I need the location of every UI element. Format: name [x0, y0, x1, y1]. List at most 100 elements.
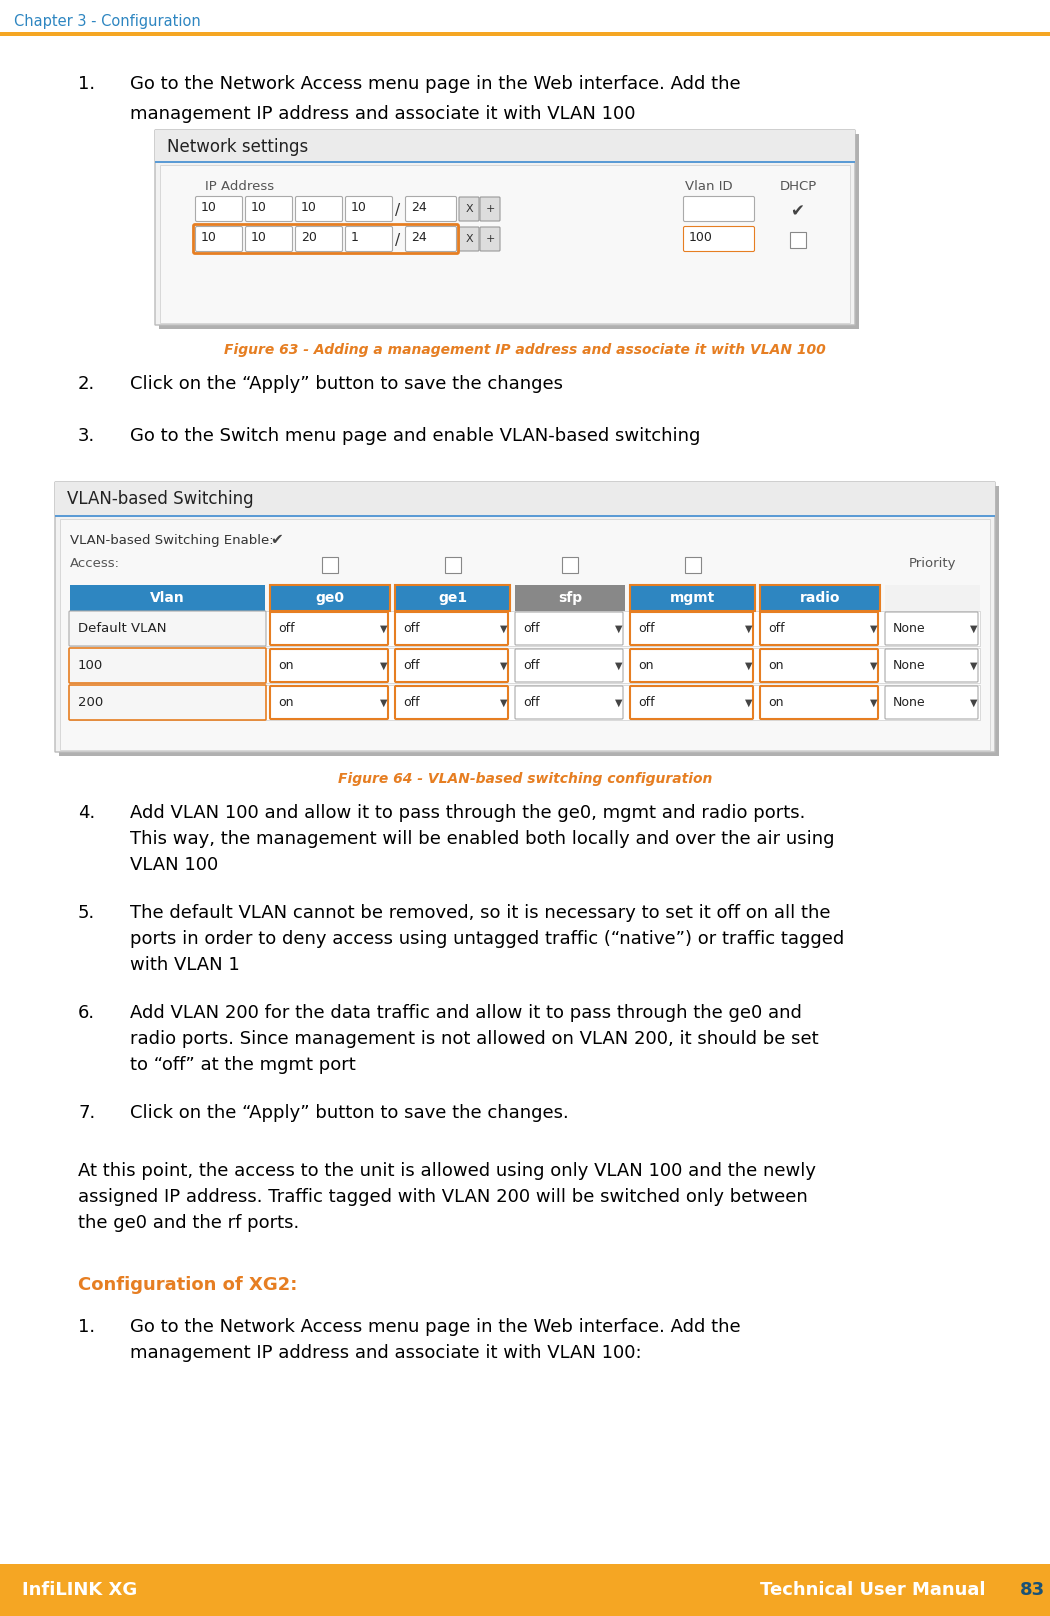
Text: ▼: ▼ — [500, 624, 507, 633]
Text: 10: 10 — [251, 231, 267, 244]
Text: IP Address: IP Address — [205, 179, 274, 192]
Text: Go to the Switch menu page and enable VLAN-based switching: Go to the Switch menu page and enable VL… — [130, 427, 700, 444]
Bar — [395, 585, 510, 611]
Text: 4.: 4. — [78, 805, 96, 823]
Text: Click on the “Apply” button to save the changes.: Click on the “Apply” button to save the … — [130, 1104, 569, 1122]
FancyBboxPatch shape — [395, 612, 508, 645]
FancyBboxPatch shape — [345, 226, 393, 252]
Text: off: off — [403, 659, 420, 672]
Text: on: on — [278, 696, 294, 709]
Text: with VLAN 1: with VLAN 1 — [130, 957, 239, 974]
Text: At this point, the access to the unit is allowed using only VLAN 100 and the new: At this point, the access to the unit is… — [78, 1162, 816, 1180]
Bar — [0, 32, 1050, 36]
FancyBboxPatch shape — [270, 687, 388, 719]
Bar — [685, 558, 700, 574]
FancyBboxPatch shape — [69, 685, 266, 721]
Text: Technical User Manual: Technical User Manual — [760, 1580, 986, 1598]
FancyBboxPatch shape — [459, 226, 479, 250]
Text: DHCP: DHCP — [780, 179, 817, 192]
FancyBboxPatch shape — [885, 612, 978, 645]
Text: assigned IP address. Traffic tagged with VLAN 200 will be switched only between: assigned IP address. Traffic tagged with… — [78, 1188, 807, 1206]
Text: 10: 10 — [201, 200, 217, 213]
Bar — [444, 558, 461, 574]
Text: ▼: ▼ — [870, 698, 878, 708]
Text: 10: 10 — [201, 231, 217, 244]
Text: /: / — [395, 233, 400, 247]
FancyBboxPatch shape — [459, 197, 479, 221]
Text: 83: 83 — [1020, 1580, 1045, 1598]
Text: ▼: ▼ — [970, 624, 978, 633]
Text: 7.: 7. — [78, 1104, 96, 1122]
Bar — [270, 585, 390, 611]
Text: off: off — [638, 696, 654, 709]
Text: Access:: Access: — [70, 558, 120, 570]
FancyBboxPatch shape — [514, 612, 623, 645]
FancyBboxPatch shape — [295, 197, 342, 221]
Text: None: None — [892, 659, 926, 672]
Text: on: on — [278, 659, 294, 672]
Text: 1: 1 — [351, 231, 359, 244]
Text: to “off” at the mgmt port: to “off” at the mgmt port — [130, 1055, 356, 1075]
Text: on: on — [768, 696, 783, 709]
Text: Click on the “Apply” button to save the changes: Click on the “Apply” button to save the … — [130, 375, 563, 393]
FancyBboxPatch shape — [405, 197, 457, 221]
Text: Go to the Network Access menu page in the Web interface. Add the: Go to the Network Access menu page in th… — [130, 74, 740, 94]
Text: management IP address and associate it with VLAN 100:: management IP address and associate it w… — [130, 1345, 642, 1362]
FancyBboxPatch shape — [630, 687, 753, 719]
Text: 10: 10 — [301, 200, 317, 213]
Text: +: + — [485, 234, 495, 244]
Text: None: None — [892, 696, 926, 709]
Bar — [155, 129, 855, 162]
Bar — [70, 648, 980, 684]
Text: VLAN 100: VLAN 100 — [130, 856, 218, 874]
Bar — [70, 611, 980, 646]
FancyBboxPatch shape — [155, 129, 855, 325]
Text: management IP address and associate it with VLAN 100: management IP address and associate it w… — [130, 105, 635, 123]
Text: 100: 100 — [78, 659, 103, 672]
Text: ports in order to deny access using untagged traffic (“native”) or traffic tagge: ports in order to deny access using unta… — [130, 929, 844, 949]
FancyBboxPatch shape — [246, 226, 293, 252]
Text: 20: 20 — [301, 231, 317, 244]
FancyBboxPatch shape — [630, 650, 753, 682]
FancyBboxPatch shape — [405, 226, 457, 252]
Text: ge0: ge0 — [315, 591, 344, 604]
Bar — [270, 585, 390, 611]
Text: Go to the Network Access menu page in the Web interface. Add the: Go to the Network Access menu page in th… — [130, 1319, 740, 1336]
Text: Vlan: Vlan — [150, 591, 185, 604]
Text: 2.: 2. — [78, 375, 96, 393]
Text: Vlan ID: Vlan ID — [685, 179, 733, 192]
Text: radio: radio — [800, 591, 840, 604]
Text: sfp: sfp — [558, 591, 582, 604]
Text: Add VLAN 100 and allow it to pass through the ge0, mgmt and radio ports.: Add VLAN 100 and allow it to pass throug… — [130, 805, 805, 823]
Bar — [55, 516, 995, 517]
Bar — [514, 585, 625, 611]
FancyBboxPatch shape — [760, 687, 878, 719]
Text: off: off — [278, 622, 295, 635]
Bar — [55, 482, 995, 516]
Text: X: X — [465, 204, 472, 213]
Text: None: None — [892, 622, 926, 635]
Text: 200: 200 — [78, 696, 103, 709]
Text: 1.: 1. — [78, 74, 96, 94]
Bar — [395, 585, 510, 611]
Text: Add VLAN 200 for the data traffic and allow it to pass through the ge0 and: Add VLAN 200 for the data traffic and al… — [130, 1004, 802, 1021]
Text: off: off — [403, 696, 420, 709]
Text: 5.: 5. — [78, 903, 96, 923]
Text: on: on — [768, 659, 783, 672]
Text: ▼: ▼ — [615, 698, 623, 708]
FancyBboxPatch shape — [395, 687, 508, 719]
Bar — [0, 1564, 1050, 1616]
Text: This way, the management will be enabled both locally and over the air using: This way, the management will be enabled… — [130, 831, 835, 848]
Text: Chapter 3 - Configuration: Chapter 3 - Configuration — [14, 15, 201, 29]
FancyBboxPatch shape — [295, 226, 342, 252]
Bar — [562, 558, 578, 574]
FancyBboxPatch shape — [760, 612, 878, 645]
Text: The default VLAN cannot be removed, so it is necessary to set it off on all the: The default VLAN cannot be removed, so i… — [130, 903, 831, 923]
Text: ✔: ✔ — [790, 202, 804, 220]
FancyBboxPatch shape — [69, 611, 266, 646]
Text: ▼: ▼ — [746, 624, 753, 633]
Bar — [160, 165, 850, 323]
FancyBboxPatch shape — [885, 687, 978, 719]
FancyBboxPatch shape — [195, 197, 243, 221]
FancyBboxPatch shape — [246, 197, 293, 221]
